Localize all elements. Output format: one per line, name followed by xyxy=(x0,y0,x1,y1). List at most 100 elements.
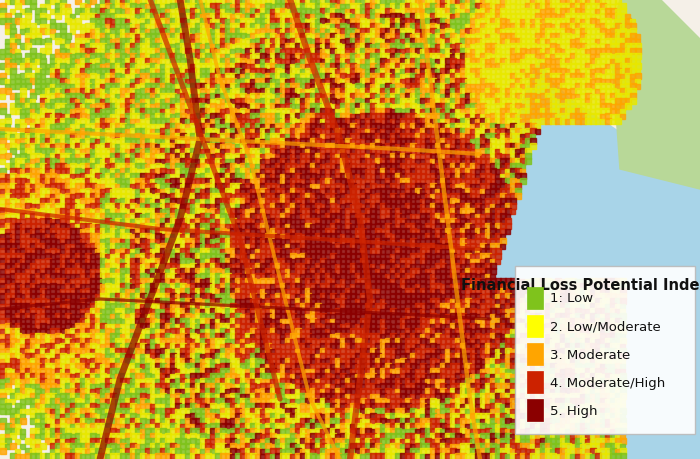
Bar xyxy=(95,89,101,95)
Bar xyxy=(250,144,255,150)
Bar xyxy=(215,85,220,90)
Bar xyxy=(330,199,336,205)
Bar xyxy=(560,348,566,354)
Bar xyxy=(500,448,506,454)
Bar xyxy=(195,155,200,160)
Bar xyxy=(600,4,606,10)
Bar xyxy=(175,209,180,214)
Bar xyxy=(480,103,486,110)
Bar xyxy=(205,29,211,35)
Bar xyxy=(20,213,27,219)
Bar xyxy=(30,54,36,60)
Bar xyxy=(230,174,236,179)
Bar xyxy=(55,344,60,349)
Bar xyxy=(15,303,21,309)
Bar xyxy=(435,253,441,259)
Bar xyxy=(490,453,496,459)
Bar xyxy=(505,29,511,35)
Bar xyxy=(155,329,160,334)
Bar xyxy=(415,423,421,429)
Bar xyxy=(210,74,216,80)
Bar xyxy=(135,20,140,25)
Bar xyxy=(490,205,495,210)
Bar xyxy=(375,358,382,364)
Bar xyxy=(350,394,355,399)
Bar xyxy=(290,454,295,459)
Bar xyxy=(460,224,466,230)
Bar xyxy=(185,319,190,325)
Bar xyxy=(555,308,561,314)
Bar xyxy=(245,188,251,195)
Bar xyxy=(400,273,406,280)
Bar xyxy=(580,438,586,444)
Bar xyxy=(590,35,595,40)
Bar xyxy=(500,114,505,120)
Bar xyxy=(225,453,231,459)
Bar xyxy=(20,19,26,25)
Bar xyxy=(570,448,576,454)
Bar xyxy=(180,0,186,5)
Bar xyxy=(175,244,180,249)
Bar xyxy=(230,264,235,269)
Bar xyxy=(290,329,296,334)
Bar xyxy=(570,89,576,95)
Bar xyxy=(225,174,231,179)
Bar xyxy=(510,308,517,314)
Bar xyxy=(155,394,160,399)
Bar xyxy=(535,308,541,314)
Bar xyxy=(540,319,545,325)
Bar xyxy=(585,84,591,90)
Bar xyxy=(480,49,486,55)
Bar xyxy=(445,184,451,190)
Bar xyxy=(520,24,526,30)
Bar xyxy=(340,378,346,384)
Bar xyxy=(60,4,66,10)
Bar xyxy=(15,99,21,105)
Bar xyxy=(480,169,486,174)
Bar xyxy=(20,103,27,110)
Bar xyxy=(605,74,610,80)
Bar xyxy=(555,39,561,45)
Bar xyxy=(170,443,176,449)
Bar xyxy=(375,129,380,134)
Bar xyxy=(460,374,465,379)
Bar xyxy=(95,239,100,245)
Bar xyxy=(225,394,230,399)
Bar xyxy=(590,118,596,125)
Bar xyxy=(135,0,141,5)
Bar xyxy=(175,174,180,179)
Bar xyxy=(205,223,211,230)
Bar xyxy=(355,185,360,190)
Bar xyxy=(410,219,416,224)
Bar xyxy=(480,409,485,414)
Bar xyxy=(265,134,271,140)
Bar xyxy=(275,398,281,404)
Bar xyxy=(585,338,591,344)
Bar xyxy=(370,79,376,85)
Bar xyxy=(205,25,210,30)
Bar xyxy=(90,299,95,304)
Bar xyxy=(195,303,201,309)
Bar xyxy=(50,369,55,374)
Bar xyxy=(525,145,531,150)
Bar xyxy=(490,274,495,280)
Bar xyxy=(560,403,566,409)
Bar xyxy=(425,243,431,249)
Bar xyxy=(160,140,165,145)
Bar xyxy=(0,258,6,264)
Bar xyxy=(20,319,25,325)
Bar xyxy=(375,134,381,140)
Bar xyxy=(45,324,50,329)
Bar xyxy=(475,229,480,235)
Bar xyxy=(595,308,601,314)
Bar xyxy=(150,24,155,30)
Bar xyxy=(20,354,25,359)
Bar xyxy=(305,348,312,354)
Bar xyxy=(15,339,20,344)
Bar xyxy=(90,190,95,195)
Bar xyxy=(245,140,250,145)
Bar xyxy=(40,339,46,344)
Bar xyxy=(350,369,356,374)
Bar xyxy=(360,154,366,160)
Bar xyxy=(60,403,66,409)
